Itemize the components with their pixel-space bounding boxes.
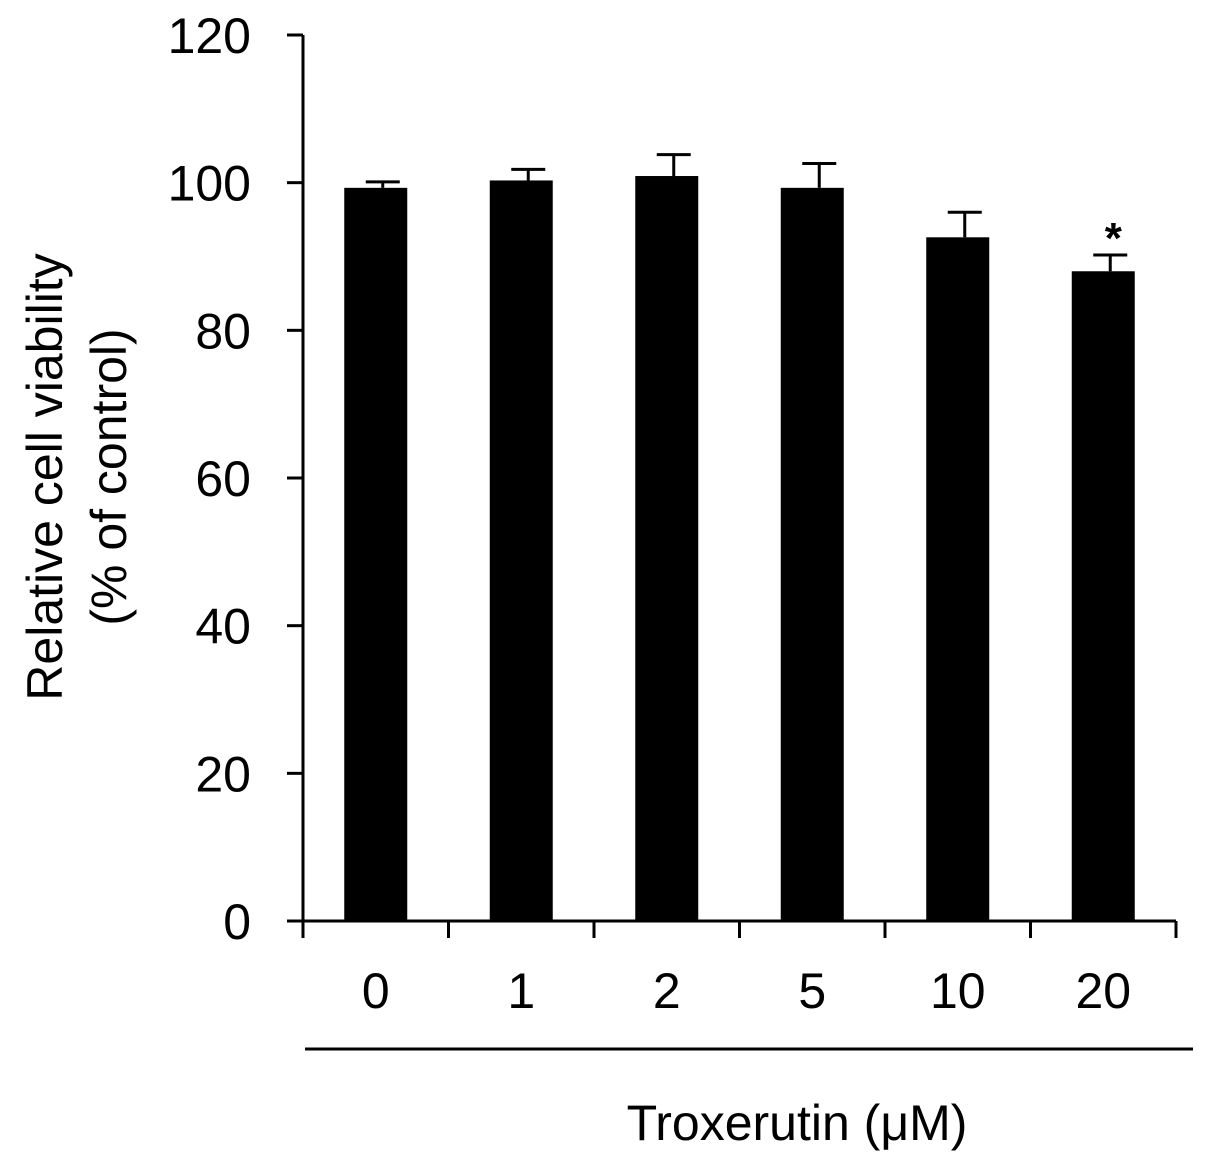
significance-marker-20: * [1105, 214, 1123, 263]
tick-labels-layer: 0 1 2 5 10 20 0 20 40 60 80 100 120 [168, 8, 1132, 1019]
x-tick-label-2: 2 [653, 963, 681, 1019]
error-bars-layer [365, 153, 1128, 272]
y-tick-label-120: 120 [168, 8, 251, 64]
bar-2 [635, 176, 699, 921]
bar-5 [780, 187, 844, 921]
x-tick-label-0: 0 [362, 963, 390, 1019]
bars-layer [344, 176, 1135, 921]
bar-0 [344, 187, 408, 921]
y-tick-label-100: 100 [168, 156, 251, 212]
x-tick-label-20: 20 [1075, 963, 1131, 1019]
x-tick-label-5: 5 [798, 963, 826, 1019]
y-tick-label-40: 40 [195, 599, 251, 655]
axes-layer [287, 33, 1178, 938]
bar-10 [926, 237, 990, 921]
y-tick-label-0: 0 [223, 894, 251, 950]
y-axis-title-line-2: (% of control) [81, 328, 137, 625]
y-tick-label-20: 20 [195, 746, 251, 802]
x-tick-label-10: 10 [930, 963, 986, 1019]
bar-1 [489, 180, 553, 921]
x-tick-label-1: 1 [507, 963, 535, 1019]
annotations-layer: * [1105, 214, 1123, 263]
y-tick-label-60: 60 [195, 451, 251, 507]
bar-20 [1071, 271, 1135, 921]
x-axis-title: Troxerutin (μM) [627, 1095, 968, 1151]
y-axis-title-line-1: Relative cell viability [17, 253, 73, 700]
y-tick-label-80: 80 [195, 303, 251, 359]
